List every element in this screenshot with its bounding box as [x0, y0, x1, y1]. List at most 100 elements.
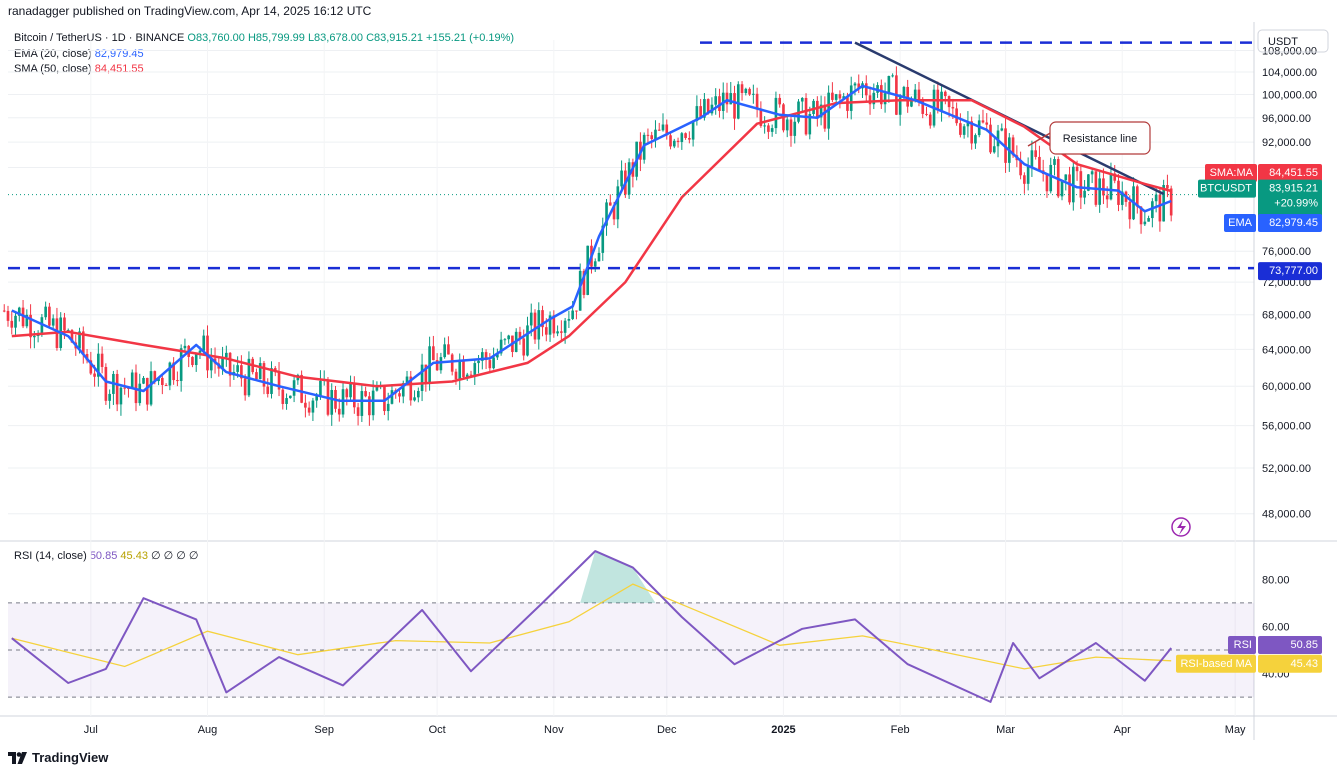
price-tick-label: 104,000.00	[1262, 67, 1317, 79]
candle-body	[206, 335, 209, 371]
currency-label[interactable]: USDT	[1268, 36, 1298, 48]
rsi-line[interactable]	[11, 550, 1172, 703]
rsi-value-tag-bg	[1258, 636, 1322, 655]
support-value-tag-text: 73,777.00	[1269, 265, 1318, 277]
candle-body	[925, 113, 928, 115]
candle-body	[145, 377, 149, 405]
candle-body	[718, 96, 721, 111]
rsi-name-tag[interactable]: RSI	[1228, 636, 1256, 655]
currency-box[interactable]	[1257, 29, 1329, 53]
candle-body	[887, 76, 891, 94]
candle-body	[1113, 173, 1117, 181]
publisher-line: ranadagger published on TradingView.com,…	[8, 4, 372, 18]
candle-body	[928, 114, 932, 126]
ema-value-tag-text: 82,979.45	[1269, 217, 1318, 229]
candle-body	[285, 398, 288, 404]
price-tick-label: 100,000.00	[1262, 89, 1317, 101]
candle-body	[172, 362, 175, 381]
sma-name-tag-text: SMA:MA	[1210, 167, 1254, 179]
price-tick-label: 96,000.00	[1262, 113, 1311, 125]
lightning-icon[interactable]	[1171, 517, 1191, 537]
candle-body	[913, 89, 917, 100]
candle-body	[789, 119, 793, 136]
candle-body	[236, 365, 239, 372]
candle-body	[277, 372, 281, 390]
ema-name-tag[interactable]: EMA	[1224, 214, 1256, 233]
rsi-ma-value-tag[interactable]: 45.43	[1258, 654, 1322, 673]
candle-body	[161, 377, 164, 386]
support-value-tag[interactable]: 73,777.00	[1258, 262, 1322, 281]
candle-body	[959, 123, 962, 135]
candle-body	[1087, 174, 1090, 191]
candle-body	[258, 363, 262, 380]
rsi-value-tag[interactable]: 50.85	[1258, 636, 1322, 655]
candle-body	[695, 106, 699, 121]
candle-body	[307, 407, 311, 413]
candle-body	[93, 373, 96, 377]
candle-body	[1128, 201, 1132, 220]
candle-body	[1102, 178, 1105, 196]
candle-body	[778, 97, 782, 105]
sma-line[interactable]	[11, 98, 1172, 388]
candle-body	[1135, 186, 1139, 207]
candle-body	[337, 408, 341, 415]
candle-body	[1060, 180, 1064, 197]
candle-body	[684, 133, 687, 139]
rsi-name-tag-text: RSI	[1234, 639, 1252, 651]
tradingview-logo[interactable]: TradingView	[8, 750, 108, 765]
candle-body	[974, 135, 977, 144]
candle-body	[921, 99, 925, 114]
candle-body	[416, 390, 420, 398]
candle-body	[605, 202, 608, 226]
candle-body	[401, 383, 405, 397]
candle-body	[108, 393, 111, 401]
candle-body	[243, 378, 247, 396]
candle-body	[898, 97, 902, 115]
candle-body	[349, 382, 352, 398]
candle-body	[492, 357, 495, 369]
rsi-tick-label: 60.00	[1262, 621, 1290, 633]
sma-value-tag[interactable]: 84,451.55	[1258, 163, 1322, 182]
candle-body	[292, 380, 296, 396]
candle-body	[458, 359, 462, 380]
candle-body	[119, 387, 123, 405]
candle-body	[665, 124, 669, 136]
candle-body	[823, 104, 827, 129]
price-tick-label: 56,000.00	[1262, 421, 1311, 433]
price-value-tag-text: +20.99%	[1274, 198, 1318, 210]
candle-body	[97, 353, 100, 377]
candle-body	[1109, 173, 1113, 200]
candle-body	[255, 372, 258, 380]
annotation-box	[1049, 121, 1151, 155]
rsi-overbought-fill	[580, 551, 656, 603]
candle-body	[383, 385, 386, 412]
candle-body	[1030, 150, 1034, 167]
candle-body	[228, 352, 232, 376]
candle-body	[1117, 180, 1120, 205]
sma-name-tag[interactable]: SMA:MA	[1205, 163, 1257, 182]
rsi-legend[interactable]: RSI (14, close) 50.85 45.43 ∅ ∅ ∅ ∅	[14, 549, 199, 562]
tradingview-logo-icon	[8, 751, 27, 764]
time-tick-label: Apr	[1114, 724, 1131, 736]
candle-body	[955, 108, 958, 124]
candle-body	[29, 314, 32, 338]
rsi-ma-name-tag[interactable]: RSI-based MA	[1176, 654, 1256, 673]
candle-body	[676, 140, 680, 143]
price-tick-label: 64,000.00	[1262, 344, 1311, 356]
rsi-label: RSI (14, close)	[14, 550, 87, 562]
price-name-tag-text: BTCUSDT	[1200, 183, 1252, 195]
resistance-annotation[interactable]: Resistance line	[1027, 121, 1151, 155]
candle-body	[567, 318, 571, 321]
price-name-tag[interactable]: BTCUSDT	[1198, 179, 1256, 198]
time-tick-label: Oct	[429, 724, 446, 736]
candle-body	[853, 83, 857, 86]
ema-line[interactable]	[11, 84, 1172, 402]
candle-body	[194, 352, 198, 366]
candle-body	[819, 104, 823, 118]
symbol-label[interactable]: Bitcoin / TetherUS · 1D · BINANCE	[14, 32, 185, 44]
ema-value-tag[interactable]: 82,979.45	[1258, 214, 1322, 233]
rsi-ma-line[interactable]	[11, 583, 1172, 670]
candle-body	[556, 331, 559, 334]
candle-body	[578, 270, 582, 311]
